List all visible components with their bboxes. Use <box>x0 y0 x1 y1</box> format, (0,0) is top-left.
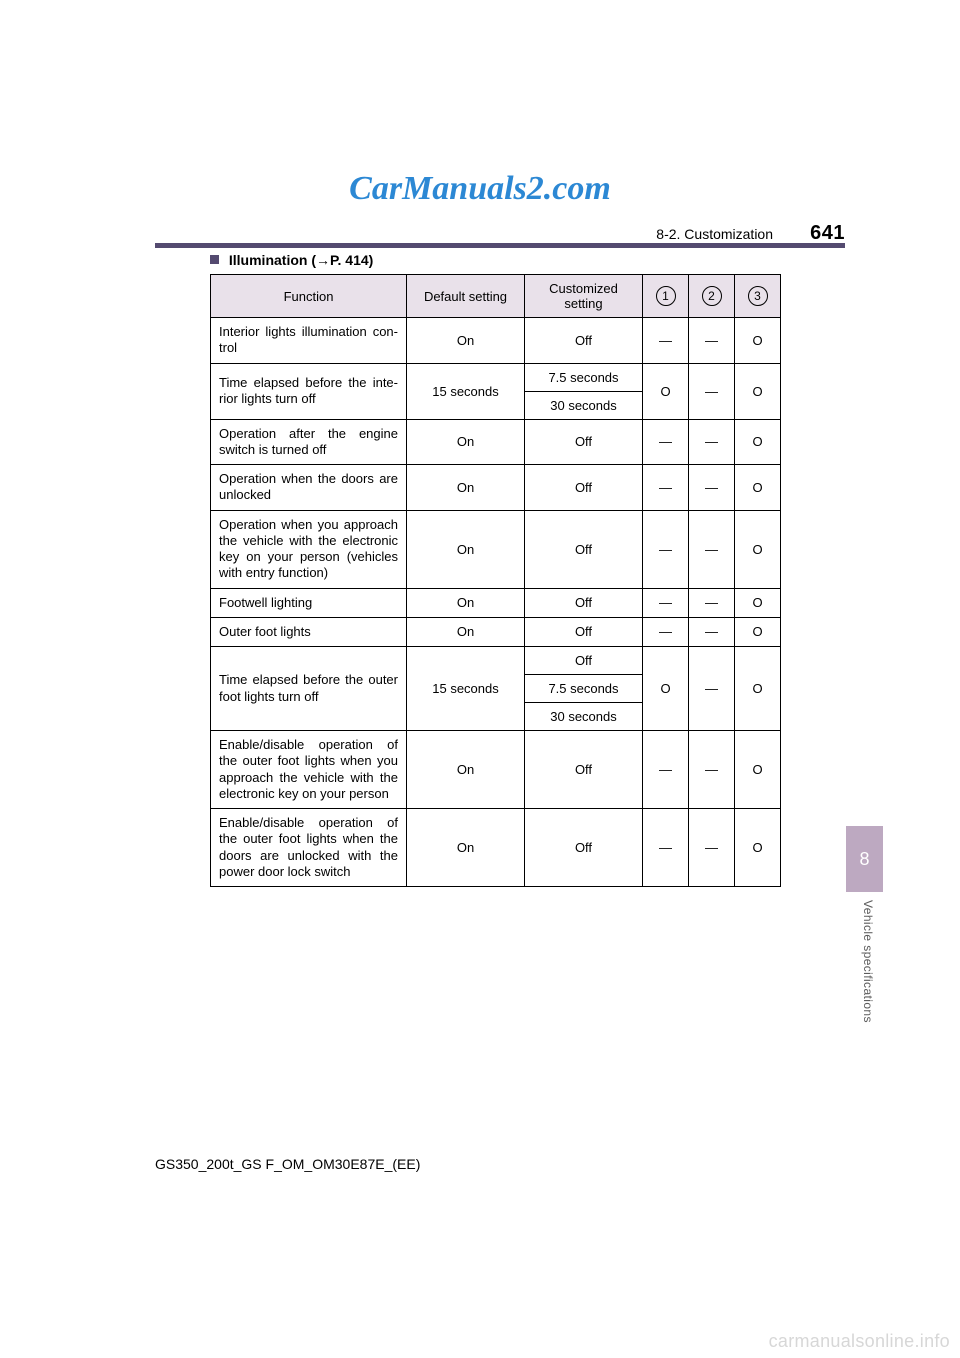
table-row: Operation when the doors are unlockedOnO… <box>211 465 781 511</box>
cell-opt-3: O <box>735 318 781 364</box>
cell-customized: Off <box>525 318 643 364</box>
cell-opt-3: O <box>735 363 781 419</box>
cell-opt-1: — <box>643 809 689 887</box>
col-default: Default setting <box>407 275 525 318</box>
watermark-top: CarManuals2.com <box>0 170 960 208</box>
cell-default: On <box>407 318 525 364</box>
cell-default: On <box>407 617 525 646</box>
page-header: 8-2. Customization 641 <box>155 214 845 244</box>
cell-opt-3: O <box>735 419 781 465</box>
cell-default: On <box>407 465 525 511</box>
cell-opt-3: O <box>735 617 781 646</box>
section-heading: Illumination (→P. 414) <box>210 252 373 268</box>
cell-default: On <box>407 510 525 588</box>
table-row: Operation when you approach the vehicle … <box>211 510 781 588</box>
cell-customized: Off <box>525 647 643 675</box>
cell-opt-3: O <box>735 647 781 731</box>
col-function: Function <box>211 275 407 318</box>
cell-default: On <box>407 731 525 809</box>
cell-opt-3: O <box>735 465 781 511</box>
cell-opt-3: O <box>735 809 781 887</box>
cell-opt-1: — <box>643 617 689 646</box>
cell-customized: Off <box>525 419 643 465</box>
cell-customized: 30 seconds <box>525 703 643 731</box>
cell-function: Interior lights illumination con-trol <box>211 318 407 364</box>
cell-function: Enable/disable operation of the outer fo… <box>211 809 407 887</box>
col-customized: Customized setting <box>525 275 643 318</box>
cell-function: Operation when you approach the vehicle … <box>211 510 407 588</box>
cell-customized: 30 seconds <box>525 391 643 419</box>
cell-opt-2: — <box>689 809 735 887</box>
footer-code: GS350_200t_GS F_OM_OM30E87E_(EE) <box>155 1156 420 1172</box>
cell-opt-2: — <box>689 617 735 646</box>
cell-opt-1: — <box>643 465 689 511</box>
customization-table: Function Default setting Customized sett… <box>210 274 780 887</box>
cell-function: Footwell lighting <box>211 588 407 617</box>
cell-opt-2: — <box>689 510 735 588</box>
col-1-icon: 1 <box>643 275 689 318</box>
cell-opt-2: — <box>689 363 735 419</box>
header-divider <box>155 243 845 248</box>
cell-function: Enable/disable operation of the outer fo… <box>211 731 407 809</box>
cell-opt-1: — <box>643 731 689 809</box>
cell-opt-3: O <box>735 731 781 809</box>
cell-default: On <box>407 419 525 465</box>
heading-bullet-icon <box>210 255 219 264</box>
cell-customized: 7.5 seconds <box>525 675 643 703</box>
cell-customized: Off <box>525 809 643 887</box>
cell-default: On <box>407 588 525 617</box>
table-row: Time elapsed before the inte-rior lights… <box>211 363 781 391</box>
table-row: Footwell lightingOnOff——O <box>211 588 781 617</box>
table-row: Outer foot lightsOnOff——O <box>211 617 781 646</box>
heading-text: Illumination (→P. 414) <box>229 252 373 268</box>
cell-opt-1: — <box>643 510 689 588</box>
chapter-tab: 8 <box>846 826 883 892</box>
cell-opt-1: — <box>643 318 689 364</box>
cell-customized: Off <box>525 731 643 809</box>
page: CarManuals2.com 8-2. Customization 641 I… <box>0 0 960 1358</box>
cell-opt-2: — <box>689 465 735 511</box>
cell-opt-2: — <box>689 647 735 731</box>
cell-function: Time elapsed before the outer foot light… <box>211 647 407 731</box>
cell-opt-3: O <box>735 510 781 588</box>
watermark-bottom: carmanualsonline.info <box>769 1331 950 1352</box>
cell-customized: Off <box>525 617 643 646</box>
cell-opt-3: O <box>735 588 781 617</box>
cell-opt-2: — <box>689 588 735 617</box>
table-row: Operation after the engine switch is tur… <box>211 419 781 465</box>
col-3-icon: 3 <box>735 275 781 318</box>
cell-customized: Off <box>525 465 643 511</box>
page-number: 641 <box>810 222 845 245</box>
cell-default: 15 seconds <box>407 647 525 731</box>
cell-opt-1: — <box>643 419 689 465</box>
table-row: Time elapsed before the outer foot light… <box>211 647 781 675</box>
chapter-label: Vehicle specifications <box>861 900 875 1023</box>
cell-function: Time elapsed before the inte-rior lights… <box>211 363 407 419</box>
cell-function: Operation after the engine switch is tur… <box>211 419 407 465</box>
cell-default: On <box>407 809 525 887</box>
cell-opt-2: — <box>689 419 735 465</box>
table-row: Enable/disable operation of the outer fo… <box>211 731 781 809</box>
table-row: Interior lights illumination con-trolOnO… <box>211 318 781 364</box>
cell-opt-2: — <box>689 318 735 364</box>
cell-opt-2: — <box>689 731 735 809</box>
table-row: Enable/disable operation of the outer fo… <box>211 809 781 887</box>
cell-customized: Off <box>525 510 643 588</box>
cell-default: 15 seconds <box>407 363 525 419</box>
cell-function: Operation when the doors are unlocked <box>211 465 407 511</box>
cell-customized: 7.5 seconds <box>525 363 643 391</box>
cell-function: Outer foot lights <box>211 617 407 646</box>
table-header-row: Function Default setting Customized sett… <box>211 275 781 318</box>
cell-opt-1: — <box>643 588 689 617</box>
cell-opt-1: O <box>643 363 689 419</box>
col-2-icon: 2 <box>689 275 735 318</box>
cell-opt-1: O <box>643 647 689 731</box>
cell-customized: Off <box>525 588 643 617</box>
section-name: 8-2. Customization <box>656 226 773 242</box>
